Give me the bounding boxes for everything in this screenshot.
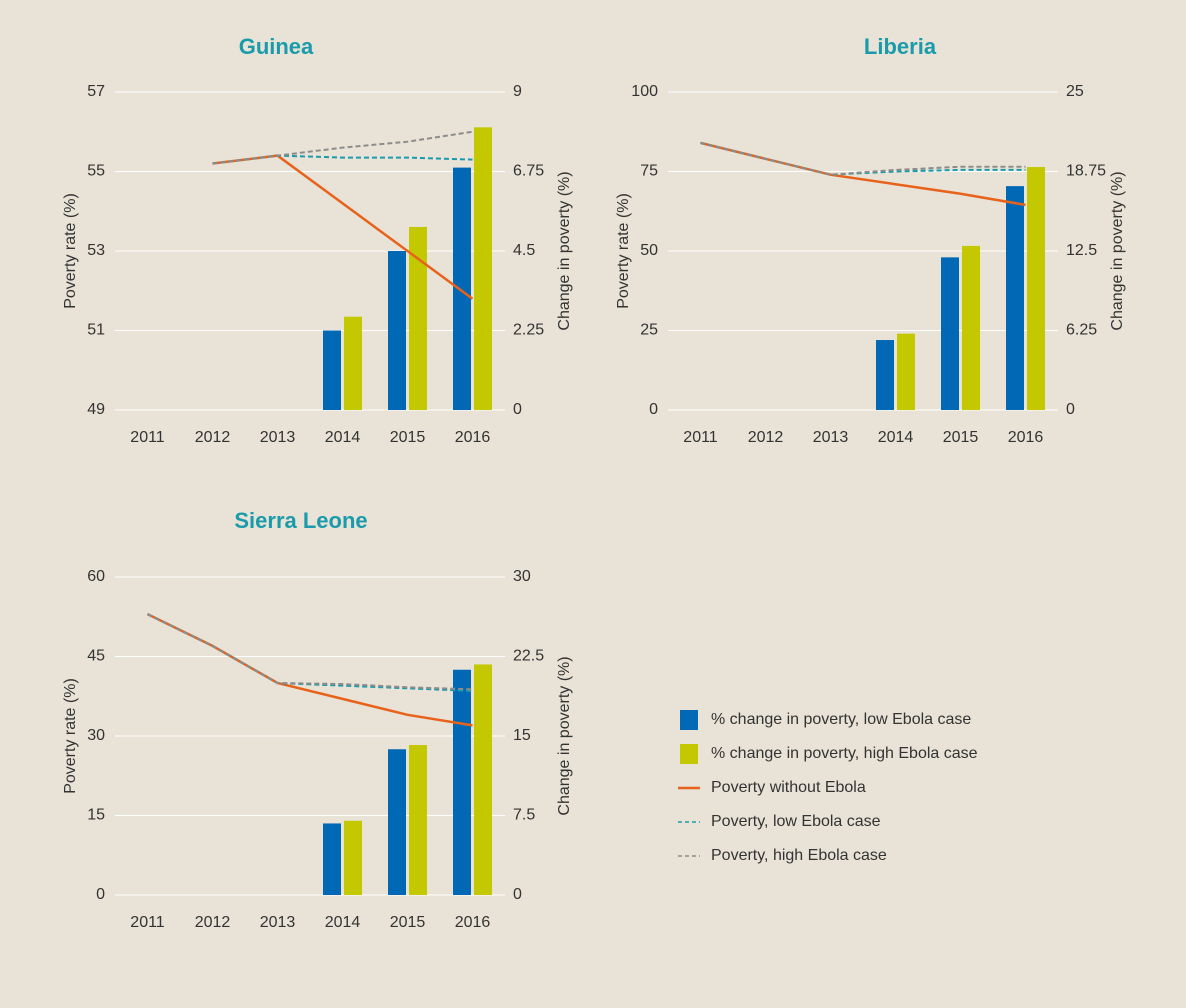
y-axis-label: Poverty rate (%) [615, 193, 632, 309]
bar [323, 823, 341, 895]
y2-tick-label: 6.25 [1066, 322, 1097, 339]
y2-tick-label: 22.5 [513, 648, 544, 665]
chart-title: Liberia [864, 34, 937, 59]
y2-tick-label: 4.5 [513, 242, 535, 259]
y-tick-label: 57 [87, 83, 105, 100]
bar [388, 749, 406, 895]
bar [388, 251, 406, 410]
x-tick-label: 2015 [390, 914, 426, 931]
y2-tick-label: 0 [1066, 401, 1075, 418]
legend-label: Poverty, high Ebola case [711, 847, 887, 864]
x-tick-label: 2016 [1008, 429, 1044, 446]
x-tick-label: 2016 [455, 914, 491, 931]
y-axis-label: Poverty rate (%) [62, 193, 79, 309]
line-series [147, 613, 473, 691]
y-tick-label: 49 [87, 401, 105, 418]
y2-axis-label: Change in poverty (%) [1109, 171, 1126, 330]
y2-tick-label: 9 [513, 83, 522, 100]
x-tick-label: 2013 [260, 914, 296, 931]
y2-tick-label: 18.75 [1066, 163, 1106, 180]
bar [941, 257, 959, 410]
y-tick-label: 100 [631, 83, 658, 100]
x-tick-label: 2012 [195, 914, 231, 931]
x-tick-label: 2011 [683, 429, 718, 446]
legend-swatch [680, 744, 698, 764]
y2-tick-label: 30 [513, 568, 531, 585]
x-tick-label: 2014 [325, 429, 361, 446]
bar [409, 745, 427, 895]
y-axis-label: Poverty rate (%) [62, 678, 79, 794]
x-tick-label: 2012 [748, 429, 784, 446]
bar [409, 226, 427, 410]
y-tick-label: 0 [649, 401, 658, 418]
y2-tick-label: 0 [513, 886, 522, 903]
y-tick-label: 25 [640, 322, 658, 339]
legend-label: % change in poverty, low Ebola case [711, 711, 971, 728]
y-tick-label: 0 [96, 886, 105, 903]
line-series [700, 141, 1026, 176]
bar [962, 245, 980, 410]
y2-tick-label: 0 [513, 401, 522, 418]
y2-axis-label: Change in poverty (%) [556, 171, 573, 330]
x-tick-label: 2014 [325, 914, 361, 931]
x-tick-label: 2013 [813, 429, 849, 446]
bar [1027, 167, 1045, 410]
x-tick-label: 2011 [130, 429, 165, 446]
x-tick-label: 2015 [943, 429, 979, 446]
y-tick-label: 51 [87, 322, 105, 339]
y-tick-label: 60 [87, 568, 105, 585]
y-tick-label: 15 [87, 807, 105, 824]
chart-title: Sierra Leone [234, 508, 367, 533]
x-tick-label: 2016 [455, 429, 491, 446]
legend-swatch [680, 710, 698, 730]
y2-tick-label: 2.25 [513, 322, 544, 339]
bar [1006, 186, 1024, 410]
x-tick-label: 2015 [390, 429, 426, 446]
bar [474, 664, 492, 895]
x-tick-label: 2011 [130, 914, 165, 931]
y-tick-label: 45 [87, 648, 105, 665]
line-series [700, 141, 1026, 207]
line-series [212, 130, 473, 165]
y-tick-label: 75 [640, 163, 658, 180]
y-tick-label: 55 [87, 163, 105, 180]
bar [474, 127, 492, 410]
bar [344, 316, 362, 410]
y2-tick-label: 6.75 [513, 163, 544, 180]
legend-label: % change in poverty, high Ebola case [711, 745, 978, 762]
y-tick-label: 30 [87, 727, 105, 744]
legend-label: Poverty, low Ebola case [711, 813, 881, 830]
bar [453, 167, 471, 410]
x-tick-label: 2012 [195, 429, 231, 446]
y2-tick-label: 12.5 [1066, 242, 1097, 259]
bar [897, 333, 915, 410]
y-tick-label: 50 [640, 242, 658, 259]
bar [344, 820, 362, 895]
line-series [700, 141, 1026, 176]
bar [876, 340, 894, 410]
y-tick-label: 53 [87, 242, 105, 259]
y2-tick-label: 7.5 [513, 807, 535, 824]
y2-tick-label: 25 [1066, 83, 1084, 100]
bar [323, 330, 341, 410]
bar [453, 669, 471, 895]
chart-title: Guinea [239, 34, 314, 59]
x-tick-label: 2014 [878, 429, 914, 446]
legend-label: Poverty without Ebola [711, 779, 866, 796]
x-tick-label: 2013 [260, 429, 296, 446]
y2-axis-label: Change in poverty (%) [556, 656, 573, 815]
y2-tick-label: 15 [513, 727, 531, 744]
